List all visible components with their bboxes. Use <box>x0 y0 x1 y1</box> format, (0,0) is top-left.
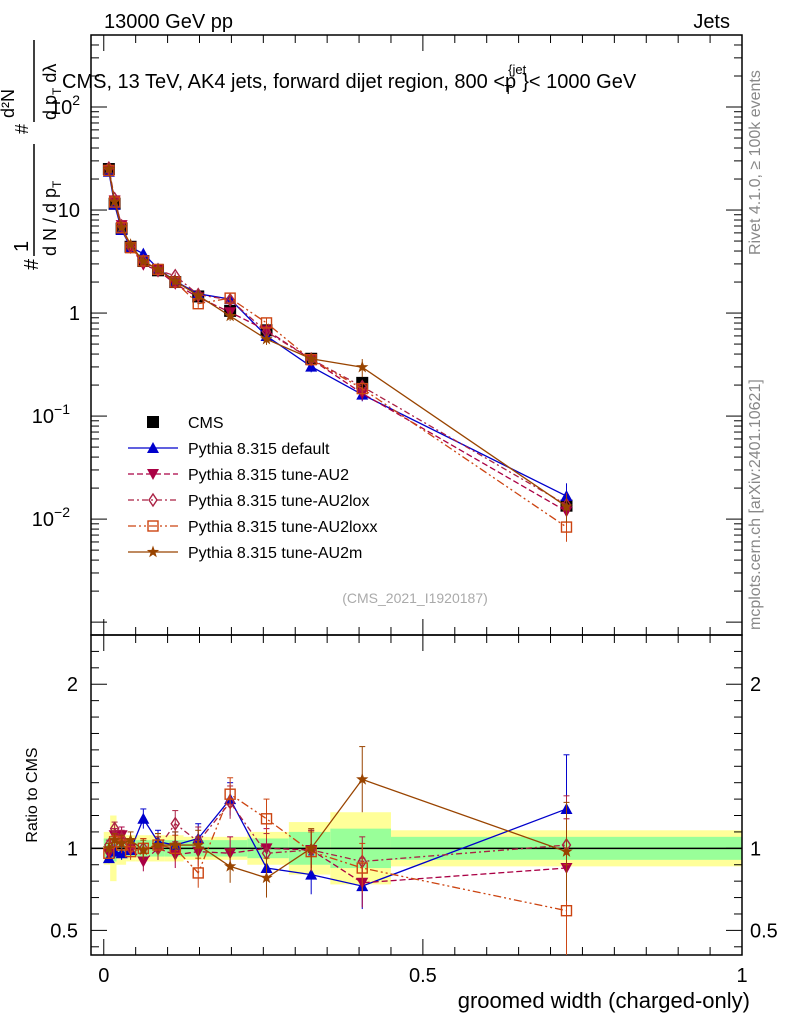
legend-marker <box>147 416 159 428</box>
main-data-point <box>224 309 237 322</box>
legend-label: Pythia 8.315 tune-AU2lox <box>188 493 369 510</box>
y-tick-label: 10 <box>58 200 80 222</box>
ratio-data-point <box>170 816 181 831</box>
ratio-data-point <box>192 867 204 879</box>
main-panel: 10−2 10−1 1 10 102 <box>32 34 743 955</box>
y-tick-label: 1 <box>69 303 80 325</box>
ratio-data-point <box>560 904 573 917</box>
y-axis-label-ratio: Ratio to CMS <box>24 747 41 842</box>
ratio-data-point <box>224 859 237 872</box>
svg-text:d N / d pT: d N / d pT <box>40 180 64 256</box>
legend-marker <box>146 545 160 558</box>
ratio-data-point <box>260 871 273 884</box>
x-axis-label: groomed width (charged-only) <box>458 988 750 1013</box>
ratio-y-tick-label-right: 0.5 <box>750 920 778 942</box>
ratio-y-tick-label: 0.5 <box>50 920 78 942</box>
main-data-point <box>102 162 116 175</box>
ratio-data-point <box>102 841 116 854</box>
main-data-point <box>116 218 127 234</box>
y-tick-label: 102 <box>50 92 80 119</box>
main-data-point <box>124 238 137 250</box>
ratio-y-tick-label-right: 1 <box>750 838 761 860</box>
svg-text:#: # <box>12 124 32 134</box>
header-left: 13000 GeV pp <box>104 11 233 33</box>
analysis-id: (CMS_2021_I1920187) <box>342 590 488 606</box>
x-tick-label: 0.5 <box>409 965 437 987</box>
main-data-point <box>356 382 368 395</box>
ratio-y-tick-label: 2 <box>67 674 78 696</box>
main-data-point <box>560 500 573 512</box>
ratio-data-point <box>137 856 150 868</box>
y-tick-label: 10−1 <box>32 401 70 428</box>
legend-label: Pythia 8.315 tune-AU2loxx <box>188 519 377 536</box>
legend-label: Pythia 8.315 tune-AU2 <box>188 467 349 484</box>
legend: CMS Pythia 8.315 default Pythia 8.315 tune… <box>128 415 377 562</box>
svg-text:d pT dλ: d pT dλ <box>40 64 64 120</box>
ratio-data-point <box>305 868 318 880</box>
mcplots-credit: mcplots.cern.ch [arXiv:2401.10621] <box>747 379 764 630</box>
chart-title: CMS, 13 TeV, AK4 jets, forward dijet reg… <box>62 62 637 97</box>
ratio-data-point <box>169 838 182 851</box>
main-data-point <box>104 160 114 176</box>
ratio-data-point <box>224 788 236 800</box>
main-data-point <box>260 317 273 329</box>
legend-marker <box>147 469 159 480</box>
ratio-data-point <box>137 812 150 824</box>
main-data-point <box>356 360 369 373</box>
header-right: Jets <box>693 11 730 33</box>
ratio-y-tick-label-right: 2 <box>750 674 761 696</box>
main-data-point <box>192 289 205 301</box>
ratio-data-point <box>124 833 137 846</box>
svg-text:d²N: d²N <box>0 89 18 118</box>
legend-label: Pythia 8.315 default <box>188 441 330 458</box>
main-data-point <box>151 262 165 275</box>
main-series-line-5 <box>108 168 567 508</box>
y-axis-label-main: # 1 d N / d pT # d²N d pT dλ <box>0 40 64 270</box>
ratio-data-point <box>560 845 573 857</box>
svg-text:#: # <box>21 258 43 270</box>
ratio-data-point <box>356 772 369 785</box>
main-series-line-3 <box>108 168 567 506</box>
ratio-data-point <box>137 843 150 856</box>
rivet-version: Rivet 4.1.0, ≥ 100k events <box>747 70 764 255</box>
svg-text:1: 1 <box>11 241 33 252</box>
x-tick-label: 1 <box>736 965 747 987</box>
main-data-point <box>260 332 273 345</box>
x-tick-label: 0 <box>98 965 109 987</box>
ratio-data-point <box>192 838 205 851</box>
ratio-frame <box>90 634 743 956</box>
ratio-data-point <box>356 862 368 874</box>
ratio-data-point <box>108 833 121 846</box>
legend-marker <box>147 520 159 532</box>
y-tick-label: 10−2 <box>32 504 70 531</box>
main-data-point <box>169 274 182 287</box>
ratio-data-point <box>260 813 273 825</box>
main-data-point <box>305 352 318 364</box>
ratio-data-point <box>151 838 165 851</box>
ratio-data-point <box>305 841 318 854</box>
legend-marker <box>148 492 158 508</box>
ratio-panel: 0 0.5 1 0.5 0.5 1 1 2 2 <box>50 634 778 987</box>
legend-label: CMS <box>188 415 224 432</box>
main-data-point <box>115 220 128 233</box>
main-data-point <box>225 292 235 308</box>
ratio-data-point <box>115 836 128 849</box>
legend-label: Pythia 8.315 tune-AU2m <box>188 545 362 562</box>
legend-marker <box>147 442 159 453</box>
main-data-point <box>137 255 150 267</box>
ratio-y-tick-label: 1 <box>67 838 78 860</box>
main-data-point <box>224 292 236 304</box>
main-data-point <box>108 195 121 207</box>
